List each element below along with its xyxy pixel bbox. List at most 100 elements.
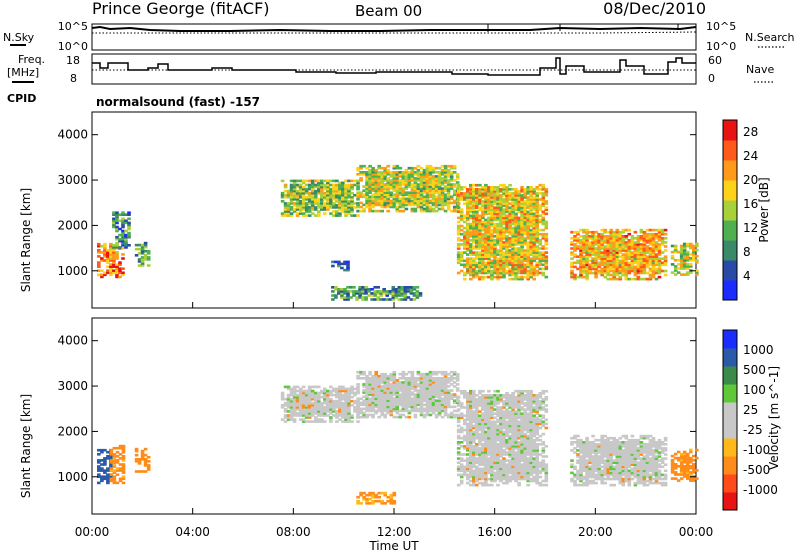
data-cell-0-7 (689, 257, 693, 260)
data-cell-1-5 (487, 422, 491, 426)
data-cell-0-4 (410, 187, 415, 190)
data-cell-0-5 (520, 220, 524, 224)
noise-panel-frame (91, 23, 697, 51)
data-cell-0-5 (478, 198, 482, 201)
data-cell-1-5 (469, 467, 473, 471)
data-cell-0-5 (484, 206, 488, 209)
data-cell-1-5 (490, 400, 494, 403)
data-cell-0-5 (514, 216, 518, 220)
data-cell-1-5 (490, 449, 494, 452)
data-cell-0-4 (401, 195, 406, 199)
data-cell-1-5 (481, 408, 485, 411)
data-cell-0-7 (682, 257, 687, 260)
data-cell-0-4 (425, 183, 430, 186)
data-cell-0-5 (493, 235, 497, 238)
data-cell-1-4 (428, 395, 433, 398)
data-cell-1-5 (496, 465, 500, 469)
data-cell-1-5 (487, 467, 491, 471)
data-cell-0-9 (409, 290, 414, 293)
data-cell-0-6 (624, 228, 629, 232)
data-cell-1-1 (115, 459, 120, 462)
data-cell-0-5 (487, 241, 491, 244)
data-cell-1-5 (475, 400, 479, 403)
data-cell-0-5 (472, 194, 476, 197)
data-cell-1-4 (428, 391, 433, 394)
data-cell-1-5 (459, 475, 464, 479)
data-cell-1-4 (389, 405, 394, 409)
data-cell-1-3 (347, 412, 351, 415)
data-cell-1-5 (484, 418, 488, 422)
data-cell-0-6 (585, 277, 589, 281)
data-cell-1-5 (505, 447, 509, 450)
data-cell-0-3 (307, 210, 312, 213)
data-cell-1-3 (295, 414, 300, 417)
data-cell-0-6 (594, 255, 598, 258)
data-cell-0-5 (529, 269, 533, 273)
data-cell-0-6 (594, 275, 598, 279)
data-cell-0-1 (121, 242, 125, 245)
data-cell-1-5 (475, 426, 479, 430)
data-cell-1-5 (502, 394, 506, 397)
data-cell-1-3 (298, 418, 303, 421)
data-cell-0-4 (425, 205, 430, 209)
data-cell-0-5 (541, 267, 546, 271)
data-cell-0-4 (434, 209, 439, 213)
data-cell-0-6 (639, 249, 644, 252)
data-cell-0-5 (475, 188, 479, 191)
data-cell-0-6 (636, 261, 641, 265)
data-cell-0-5 (478, 230, 482, 234)
data-cell-0-4 (422, 203, 427, 207)
data-cell-0-3 (332, 206, 336, 209)
data-cell-0-3 (304, 179, 309, 183)
data-cell-0-5 (505, 200, 509, 203)
data-cell-1-5 (469, 438, 473, 442)
data-cell-1-5 (490, 422, 494, 426)
data-cell-0-5 (493, 194, 497, 197)
data-cell-0-5 (478, 263, 482, 267)
data-cell-0-4 (410, 179, 415, 182)
data-cell-0-3 (326, 195, 330, 199)
data-cell-1-4 (434, 395, 439, 398)
data-cell-0-4 (368, 197, 372, 201)
data-cell-1-5 (490, 473, 494, 477)
data-cell-0-6 (645, 251, 650, 254)
data-cell-0-5 (496, 235, 500, 238)
data-cell-1-5 (475, 416, 479, 420)
data-cell-0-5 (535, 194, 539, 197)
data-cell-0-4 (377, 185, 381, 188)
data-cell-0-6 (582, 269, 586, 273)
data-cell-0-6 (627, 245, 632, 248)
data-cell-1-3 (347, 416, 351, 419)
data-cell-0-6 (663, 261, 668, 265)
data-cell-1-1 (121, 457, 126, 460)
data-cell-1-4 (413, 413, 418, 417)
data-cell-1-4 (386, 407, 390, 411)
data-cell-0-5 (469, 192, 473, 195)
data-cell-0-5 (505, 196, 509, 199)
data-cell-1-1 (115, 481, 120, 485)
data-cell-1-4 (443, 379, 448, 382)
data-cell-0-5 (456, 198, 461, 201)
data-cell-0-5 (532, 200, 536, 203)
data-cell-0-0 (115, 265, 119, 268)
data-cell-1-5 (499, 406, 503, 409)
data-cell-0-5 (484, 249, 488, 252)
data-cell-1-4 (395, 381, 400, 384)
data-cell-0-0 (121, 267, 125, 270)
data-cell-0-6 (600, 247, 604, 250)
data-cell-0-6 (609, 243, 613, 246)
data-cell-1-3 (314, 404, 318, 407)
data-cell-0-5 (532, 222, 536, 226)
data-cell-0-4 (437, 203, 442, 207)
data-cell-0-4 (410, 166, 415, 170)
data-cell-1-5 (490, 412, 494, 415)
data-cell-0-5 (532, 241, 536, 244)
data-cell-0-5 (526, 188, 530, 191)
data-cell-0-5 (544, 188, 549, 191)
data-cell-1-5 (463, 392, 467, 395)
data-cell-1-5 (475, 453, 479, 456)
data-cell-0-1 (115, 213, 119, 216)
data-cell-0-6 (624, 267, 629, 271)
data-cell-0-3 (326, 189, 330, 193)
data-cell-0-5 (526, 216, 530, 220)
